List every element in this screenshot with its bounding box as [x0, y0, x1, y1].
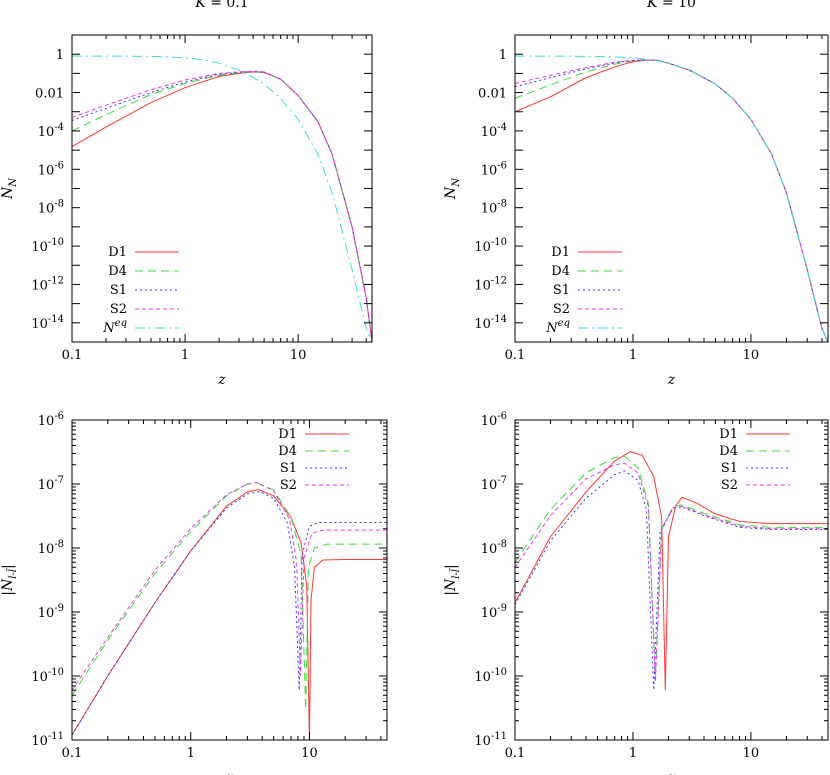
series-line-s2 — [72, 482, 387, 691]
legend-label: S1 — [553, 283, 570, 298]
chart-title: K = 0.1 — [194, 0, 248, 11]
chart-panel-2: 0.1 1 10 1 0.01 10-4 10-6 10-8 10-10 10-12 10-14 z N… — [443, 0, 829, 388]
x-axis-label: z — [667, 770, 676, 775]
plot-frame — [514, 419, 829, 741]
y-tick-label: 0.01 — [478, 87, 507, 102]
y-tick-label: 10-6 — [481, 411, 507, 429]
series-line-d4 — [72, 71, 372, 342]
y-axis-label: NN — [0, 177, 19, 200]
legend-label: S2 — [110, 302, 127, 317]
legend-label: D1 — [719, 427, 738, 442]
chart-title: K = 10 — [646, 0, 696, 11]
legend-label: D4 — [278, 444, 297, 459]
y-tick-label: 10-10 — [31, 667, 64, 685]
y-tick-label: 10-10 — [474, 667, 507, 685]
x-axis-label: z — [225, 770, 234, 775]
series-line-s2 — [515, 462, 828, 683]
legend-label: D4 — [551, 264, 570, 279]
series-line-s1 — [515, 59, 828, 342]
legend-label: S1 — [280, 461, 297, 476]
series-line-d4 — [72, 482, 387, 710]
legend-label: D1 — [551, 245, 570, 260]
y-tick-label: 10-12 — [474, 275, 507, 293]
x-tick-label: 0.1 — [505, 746, 526, 761]
y-tick-label: 10-4 — [481, 122, 507, 140]
y-tick-label: 10-14 — [31, 314, 64, 332]
x-tick-label: 1 — [629, 746, 637, 761]
legend-label: D1 — [108, 245, 127, 260]
y-tick-label: 1 — [56, 48, 64, 63]
series-line-d4 — [515, 455, 828, 677]
y-tick-label: 10-9 — [38, 603, 64, 621]
series-line-d1 — [72, 488, 387, 740]
series-line-d1 — [515, 451, 828, 691]
y-tick-label: 10-12 — [31, 275, 64, 293]
legend: D1 D4 S1 S2 — [719, 427, 790, 493]
y-tick-label: 10-6 — [38, 160, 64, 178]
y-tick-label: 10-4 — [38, 122, 64, 140]
x-axis-label: z — [667, 372, 676, 388]
x-tick-label: 1 — [181, 348, 189, 363]
legend-label: D4 — [719, 444, 738, 459]
y-tick-label: 10-10 — [31, 237, 64, 255]
legend-label: S1 — [721, 461, 738, 476]
legend-label: S2 — [280, 478, 297, 493]
series-line-s2 — [515, 59, 828, 342]
y-tick-label: 0.01 — [35, 87, 64, 102]
y-tick-label: 10-8 — [38, 539, 64, 557]
y-axis-label: NN — [443, 177, 462, 200]
legend-label: D4 — [108, 264, 127, 279]
x-tick-label: 1 — [187, 746, 195, 761]
y-axis-label: |Nl-l̄| — [443, 564, 462, 595]
x-tick-label: 0.1 — [505, 348, 526, 363]
legend: D1 D4 S1 S2 — [278, 427, 349, 493]
y-tick-label: 10-10 — [474, 237, 507, 255]
legend-label: S2 — [721, 478, 738, 493]
x-tick-label: 10 — [290, 348, 307, 363]
chart-panel-1: 0.1 1 10 1 0.01 10-4 10-6 10-8 10-10 10-12 10-14 z N… — [0, 0, 373, 388]
chart-panel-3: 0.1 1 10 10-6 10-7 10-8 10-9 10-10 10-11 z |Nl-l̄|… — [0, 411, 388, 775]
legend-label: S1 — [110, 283, 127, 298]
y-tick-label: 10-8 — [481, 539, 507, 557]
x-axis-label: z — [217, 372, 226, 388]
y-tick-label: 1 — [499, 48, 507, 63]
series-line-neq — [72, 55, 372, 342]
legend-label: Neq — [545, 318, 570, 336]
x-tick-label: 10 — [743, 348, 760, 363]
y-tick-label: 10-7 — [38, 475, 64, 493]
plot-frame — [71, 419, 388, 741]
x-tick-label: 10 — [743, 746, 760, 761]
y-tick-label: 10-8 — [481, 199, 507, 217]
y-tick-label: 10-6 — [481, 160, 507, 178]
y-tick-label: 10-11 — [31, 731, 64, 749]
series-line-d1 — [515, 59, 828, 342]
legend-label: Neq — [102, 318, 127, 336]
x-tick-label: 10 — [301, 746, 318, 761]
legend-label: S2 — [553, 302, 570, 317]
y-axis-label: |Nl-l̄| — [0, 564, 19, 595]
series-line-s2 — [72, 70, 372, 342]
y-tick-label: 10-6 — [38, 411, 64, 429]
x-tick-label: 0.1 — [62, 746, 83, 761]
x-tick-label: 1 — [629, 348, 637, 363]
series-line-d4 — [515, 59, 828, 342]
chart-panel-4: 0.1 1 10 10-6 10-7 10-8 10-9 10-10 10-11 z |Nl-l̄|… — [443, 411, 829, 775]
y-tick-label: 10-9 — [481, 603, 507, 621]
y-tick-label: 10-14 — [474, 314, 507, 332]
y-tick-label: 10-11 — [474, 731, 507, 749]
x-tick-label: 0.1 — [62, 348, 83, 363]
y-tick-label: 10-8 — [38, 199, 64, 217]
series-line-s1 — [515, 470, 828, 691]
legend-label: D1 — [278, 427, 297, 442]
series-line-s1 — [72, 491, 387, 736]
series-line-neq — [515, 55, 828, 342]
y-tick-label: 10-7 — [481, 475, 507, 493]
